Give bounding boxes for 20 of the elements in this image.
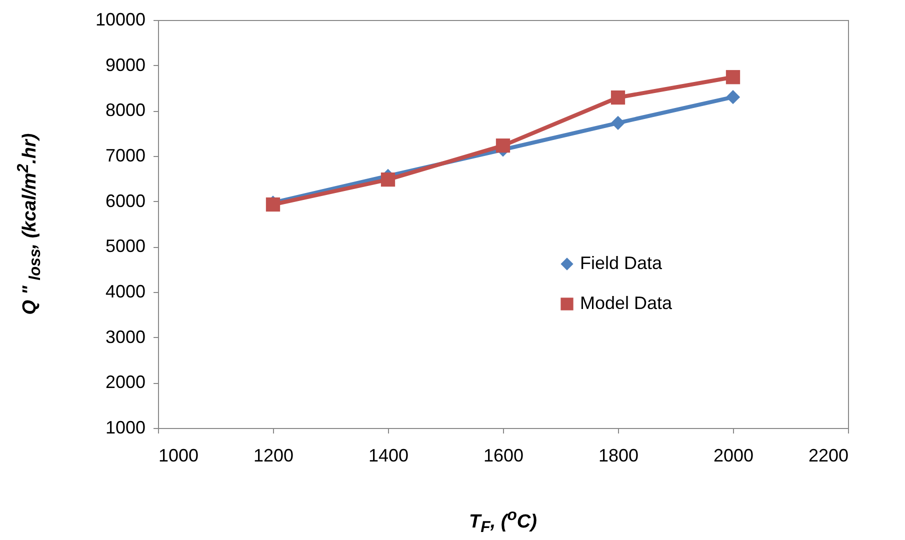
x-tick-label: 1600 [483, 446, 524, 466]
x-tick-label: 2200 [808, 446, 848, 466]
y-tick-label: 4000 [105, 282, 146, 302]
y-tick-label: 8000 [105, 100, 146, 120]
y-tick-label: 3000 [105, 326, 146, 347]
x-tick-label: 1800 [598, 446, 639, 466]
x-tick-label: 1000 [158, 446, 199, 466]
y-tick-label: 2000 [105, 372, 146, 392]
y-tick-label: 7000 [105, 146, 146, 166]
x-tick-label: 1400 [368, 446, 409, 466]
x-axis-title: T$_{F}$, ($^{o}$C) [469, 507, 537, 538]
y-tick-label: 10000 [95, 10, 146, 30]
legend-label: Field Data [580, 253, 664, 273]
legend-label: Model Data [580, 293, 674, 313]
y-tick-label: 1000 [105, 418, 146, 438]
x-tick-label: 1200 [253, 446, 294, 466]
y-tick-label: 6000 [105, 190, 146, 211]
x-tick-label: 2000 [713, 446, 754, 466]
y-tick-label: 9000 [105, 54, 146, 75]
y-tick-label: 5000 [105, 236, 146, 256]
